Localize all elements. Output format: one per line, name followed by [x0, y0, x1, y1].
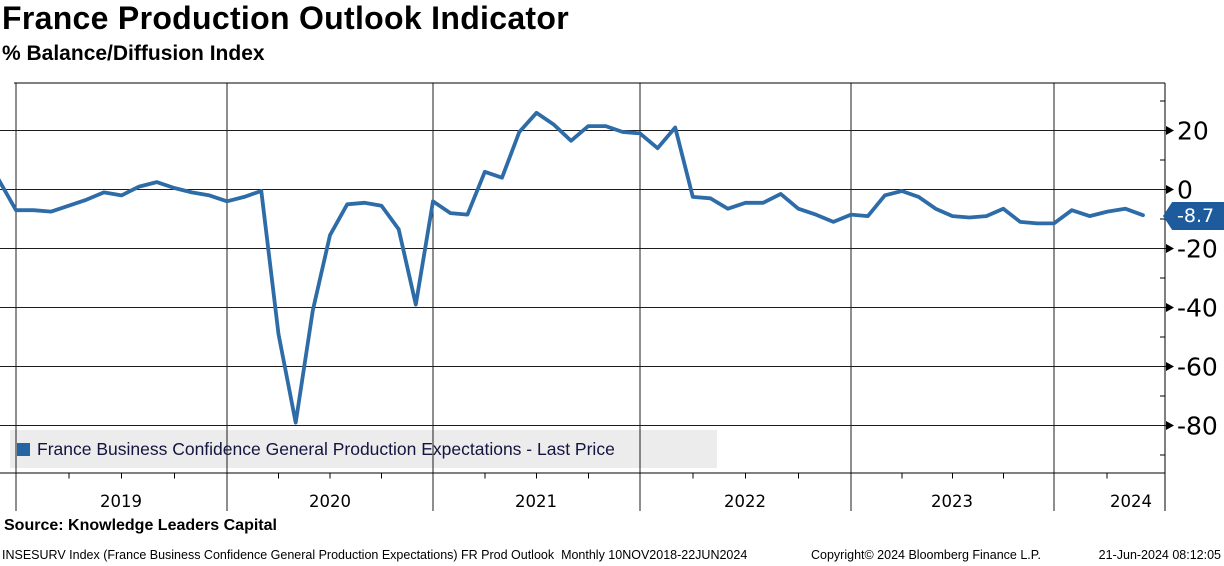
- legend-swatch-icon: [17, 442, 30, 456]
- y-tick-label: -60: [1177, 353, 1218, 382]
- x-year-label: 2024: [1110, 492, 1152, 511]
- page-title: France Production Outlook Indicator: [2, 0, 569, 36]
- legend: France Business Confidence General Produ…: [17, 430, 615, 468]
- x-year-label: 2022: [724, 492, 766, 511]
- x-year-label: 2021: [515, 492, 557, 511]
- legend-label: France Business Confidence General Produ…: [37, 438, 615, 459]
- timestamp: 21-Jun-2024 08:12:05: [1098, 548, 1221, 562]
- y-tick-arrow-icon: [1166, 126, 1174, 135]
- source-line: Source: Knowledge Leaders Capital: [4, 517, 277, 534]
- y-tick-arrow-icon: [1166, 303, 1174, 312]
- x-year-label: 2019: [100, 492, 142, 511]
- y-tick-arrow-icon: [1166, 362, 1174, 371]
- last-price-value: -8.7: [1177, 205, 1215, 227]
- y-tick-label: -80: [1177, 412, 1218, 441]
- last-price-tag: -8.7: [1163, 202, 1224, 230]
- y-tick-arrow-icon: [1166, 421, 1174, 430]
- y-tick-label: 0: [1177, 176, 1193, 205]
- copyright-notice: Copyright© 2024 Bloomberg Finance L.P.: [811, 548, 1041, 562]
- y-tick-arrow-icon: [1166, 244, 1174, 253]
- x-year-label: 2023: [931, 492, 973, 511]
- series-line: [0, 110, 1145, 425]
- legend-background: [10, 430, 717, 468]
- chart-subtitle: % Balance/Diffusion Index: [2, 42, 265, 65]
- y-tick-arrow-icon: [1166, 185, 1174, 194]
- y-tick-label: -40: [1177, 294, 1218, 323]
- ticker-description: INSESURV Index (France Business Confiden…: [2, 548, 748, 562]
- y-tick-label: 20: [1177, 117, 1209, 146]
- y-tick-label: -20: [1177, 235, 1218, 264]
- x-year-label: 2020: [309, 492, 351, 511]
